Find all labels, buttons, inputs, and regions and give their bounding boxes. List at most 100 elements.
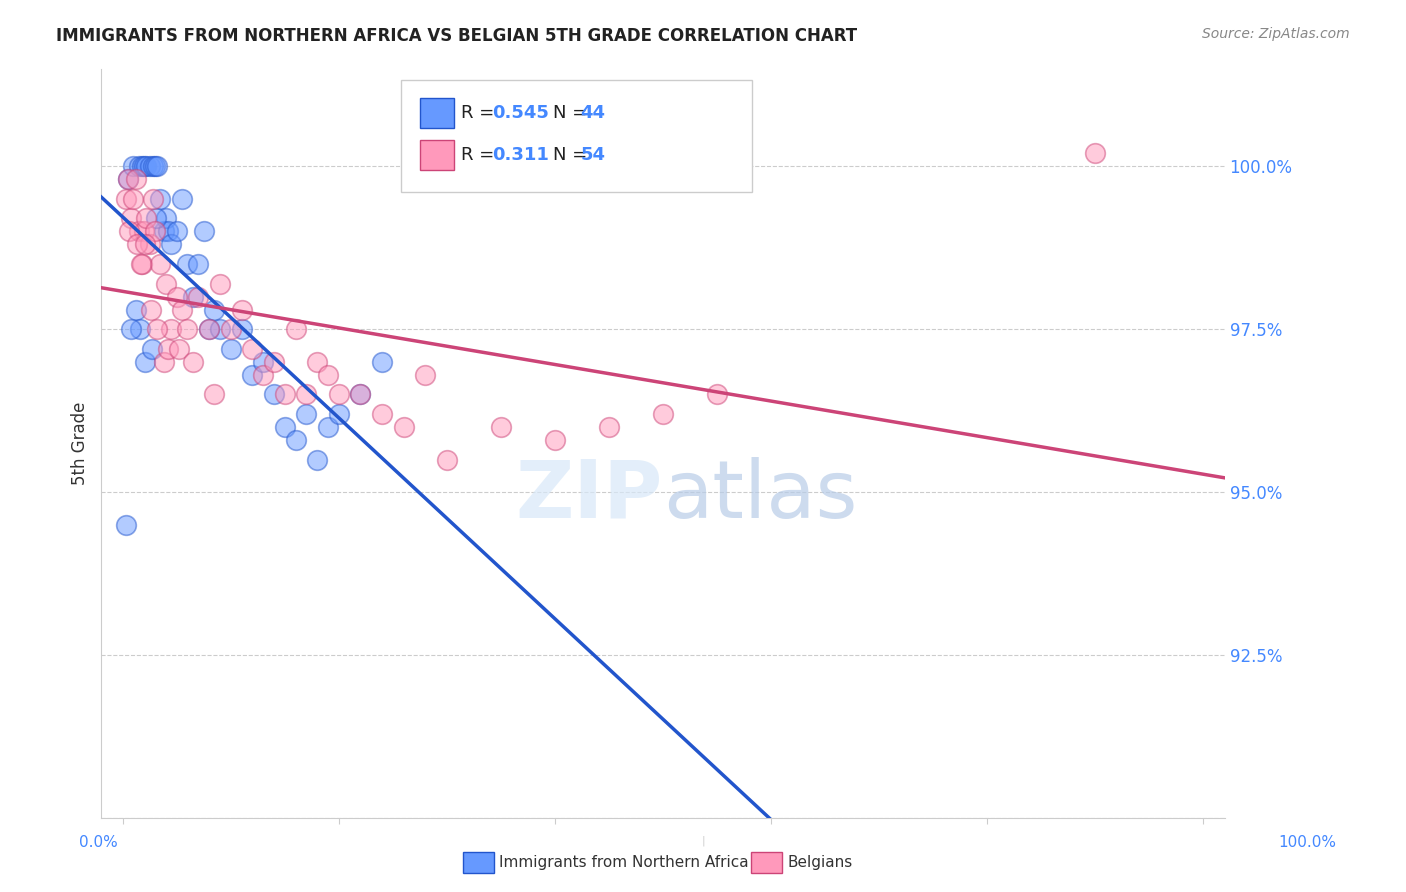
Point	[134, 355, 156, 369]
Point	[240, 342, 263, 356]
Point	[115, 517, 138, 532]
Point	[598, 420, 620, 434]
Text: 0.0%: 0.0%	[79, 836, 118, 850]
Point	[263, 387, 285, 401]
Point	[198, 322, 221, 336]
Point	[125, 237, 148, 252]
Point	[295, 407, 318, 421]
Point	[172, 192, 194, 206]
Point	[149, 192, 172, 206]
Point	[135, 211, 157, 226]
Point	[152, 224, 174, 238]
Point	[120, 211, 142, 226]
Point	[219, 342, 242, 356]
Point	[142, 192, 165, 206]
Point	[706, 387, 728, 401]
Point	[124, 302, 146, 317]
Point	[131, 257, 153, 271]
Point	[181, 290, 204, 304]
Text: Immigrants from Northern Africa: Immigrants from Northern Africa	[499, 855, 749, 870]
Point	[149, 257, 172, 271]
Point	[122, 159, 145, 173]
Point	[187, 290, 209, 304]
Point	[187, 257, 209, 271]
Text: 54: 54	[581, 146, 606, 164]
Point	[208, 322, 231, 336]
Point	[128, 224, 150, 238]
Point	[120, 322, 142, 336]
Text: 0.545: 0.545	[492, 104, 548, 122]
Text: Belgians: Belgians	[787, 855, 852, 870]
Point	[139, 302, 162, 317]
Point	[124, 172, 146, 186]
Point	[118, 224, 141, 238]
Point	[181, 355, 204, 369]
Point	[263, 355, 285, 369]
Point	[349, 387, 371, 401]
Point	[146, 159, 169, 173]
Point	[231, 302, 253, 317]
Point	[1084, 146, 1107, 161]
Point	[160, 322, 183, 336]
Text: R =: R =	[461, 104, 501, 122]
Point	[129, 257, 152, 271]
Point	[436, 452, 458, 467]
Point	[316, 420, 339, 434]
Point	[129, 322, 152, 336]
Point	[284, 322, 307, 336]
Point	[252, 368, 274, 382]
Point	[274, 420, 297, 434]
Text: 0.311: 0.311	[492, 146, 548, 164]
Y-axis label: 5th Grade: 5th Grade	[72, 401, 89, 485]
Point	[135, 159, 157, 173]
Point	[138, 159, 160, 173]
Point	[651, 407, 673, 421]
Point	[349, 387, 371, 401]
Point	[307, 355, 329, 369]
Text: Source: ZipAtlas.com: Source: ZipAtlas.com	[1202, 27, 1350, 41]
Point	[122, 192, 145, 206]
Point	[134, 159, 156, 173]
Point	[193, 224, 215, 238]
Point	[208, 277, 231, 291]
Point	[544, 433, 567, 447]
Point	[204, 302, 226, 317]
Point	[176, 322, 198, 336]
Text: N =: N =	[553, 104, 592, 122]
Point	[157, 342, 180, 356]
Point	[146, 322, 169, 336]
Point	[155, 211, 177, 226]
Point	[134, 224, 156, 238]
Point	[141, 342, 163, 356]
Text: IMMIGRANTS FROM NORTHERN AFRICA VS BELGIAN 5TH GRADE CORRELATION CHART: IMMIGRANTS FROM NORTHERN AFRICA VS BELGI…	[56, 27, 858, 45]
Text: |: |	[702, 836, 704, 847]
Point	[117, 172, 139, 186]
Point	[371, 407, 394, 421]
Point	[167, 342, 190, 356]
Point	[307, 452, 329, 467]
Text: atlas: atlas	[662, 457, 858, 534]
Point	[157, 224, 180, 238]
Point	[274, 387, 297, 401]
Point	[166, 224, 188, 238]
Point	[176, 257, 198, 271]
Point	[117, 172, 139, 186]
Point	[134, 237, 156, 252]
Text: N =: N =	[553, 146, 592, 164]
Point	[371, 355, 394, 369]
Point	[219, 322, 242, 336]
Point	[143, 159, 166, 173]
Point	[316, 368, 339, 382]
Point	[231, 322, 253, 336]
Point	[142, 159, 165, 173]
Point	[284, 433, 307, 447]
Point	[160, 237, 183, 252]
Point	[413, 368, 436, 382]
Point	[252, 355, 274, 369]
Point	[155, 277, 177, 291]
Point	[328, 407, 350, 421]
Point	[489, 420, 512, 434]
Point	[128, 159, 150, 173]
Point	[172, 302, 194, 317]
Point	[240, 368, 263, 382]
